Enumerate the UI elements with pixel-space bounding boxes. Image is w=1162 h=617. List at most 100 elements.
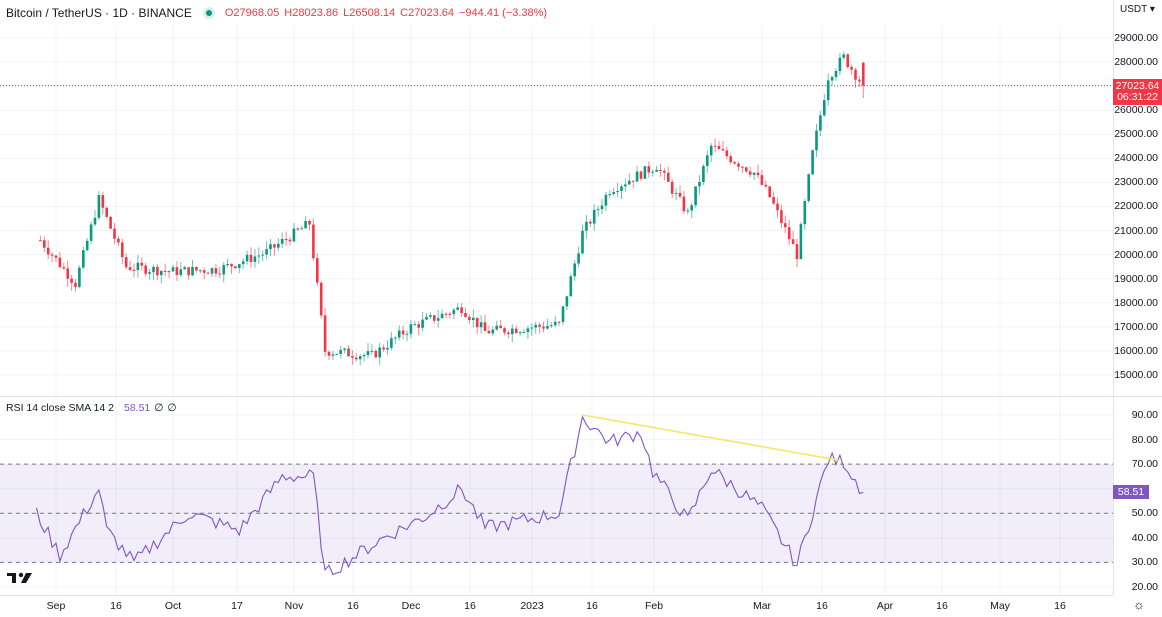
candle-body bbox=[128, 267, 132, 270]
candle-body bbox=[522, 332, 526, 334]
candle-body bbox=[101, 195, 105, 208]
candle-body bbox=[460, 307, 463, 313]
high-value: 28023.86 bbox=[292, 7, 339, 19]
candle-body bbox=[448, 313, 452, 315]
candle-body bbox=[97, 195, 101, 218]
candle-body bbox=[339, 349, 342, 354]
time-tick: Sep bbox=[46, 600, 66, 612]
candle-body bbox=[199, 270, 202, 272]
low-value: 26508.14 bbox=[349, 7, 396, 19]
candle-body bbox=[815, 130, 818, 151]
candle-body bbox=[85, 240, 89, 251]
price-tick: 22000.00 bbox=[1114, 200, 1158, 213]
candle-body bbox=[659, 169, 662, 171]
candle-body bbox=[600, 205, 604, 210]
candle-body bbox=[507, 332, 510, 335]
price-tick: 24000.00 bbox=[1114, 152, 1158, 165]
candle-body bbox=[300, 228, 303, 230]
rsi-sma-value: ∅ bbox=[154, 402, 164, 414]
candle-body bbox=[787, 227, 791, 240]
candle-body bbox=[748, 171, 752, 175]
candle-body bbox=[335, 353, 339, 355]
candle-body bbox=[686, 210, 690, 212]
candle-body bbox=[117, 238, 120, 243]
candle-body bbox=[265, 249, 268, 255]
candle-body bbox=[331, 354, 335, 356]
candle-body bbox=[737, 163, 740, 167]
rsi-line bbox=[35, 415, 864, 576]
candle-body bbox=[312, 224, 315, 259]
candle-body bbox=[713, 145, 717, 147]
candle-body bbox=[113, 228, 116, 239]
gear-icon[interactable]: ☼ bbox=[1133, 597, 1145, 612]
candle-body bbox=[694, 186, 697, 206]
candle-body bbox=[768, 186, 771, 198]
candle-body bbox=[538, 324, 541, 327]
candle-body bbox=[784, 223, 787, 228]
price-tick: 29000.00 bbox=[1114, 32, 1158, 44]
candle-body bbox=[780, 210, 783, 224]
candle-body bbox=[655, 169, 658, 172]
candle-body bbox=[589, 221, 592, 224]
candle-body bbox=[608, 194, 612, 196]
rsi-legend[interactable]: RSI 14 close SMA 14 2 58.51 ∅ ∅ bbox=[6, 402, 177, 414]
candle-body bbox=[413, 324, 417, 326]
currency-selector[interactable]: USDT ▾ bbox=[1120, 4, 1155, 15]
candle-body bbox=[62, 267, 66, 269]
candle-body bbox=[826, 80, 830, 101]
candle-body bbox=[171, 267, 175, 272]
candle-body bbox=[682, 196, 686, 212]
candle-body bbox=[78, 267, 81, 287]
candle-body bbox=[803, 200, 807, 225]
candle-body bbox=[257, 255, 261, 257]
candle-body bbox=[370, 350, 374, 352]
candle-body bbox=[405, 333, 409, 335]
candle-body bbox=[830, 77, 834, 81]
candle-body bbox=[269, 244, 272, 250]
candle-body bbox=[729, 156, 732, 163]
symbol-title[interactable]: Bitcoin / TetherUS · 1D · BINANCE bbox=[6, 6, 192, 20]
time-tick: Nov bbox=[284, 600, 304, 612]
candle-body bbox=[58, 257, 62, 268]
pane-divider[interactable] bbox=[0, 396, 1162, 397]
candle-body bbox=[226, 263, 229, 266]
rsi-value-badge: 58.51 bbox=[1113, 485, 1149, 499]
bar-countdown: 06:31:22 bbox=[1117, 91, 1158, 103]
time-tick: Mar bbox=[752, 600, 772, 612]
price-tick: 17000.00 bbox=[1114, 320, 1158, 333]
market-status-icon bbox=[202, 7, 215, 19]
last-price-label: 27023.64 06:31:22 bbox=[1113, 79, 1162, 105]
candle-body bbox=[152, 266, 155, 273]
candle-body bbox=[550, 325, 553, 327]
rsi-trendline bbox=[582, 414, 841, 462]
tradingview-logo-icon[interactable] bbox=[7, 571, 35, 589]
rsi-tick: 40.00 bbox=[1131, 531, 1158, 544]
candle-body bbox=[631, 180, 635, 182]
candle-body bbox=[440, 313, 444, 319]
candle-body bbox=[82, 250, 85, 268]
time-tick: 16 bbox=[110, 600, 122, 612]
candle-body bbox=[70, 278, 73, 283]
candle-body bbox=[647, 166, 651, 173]
candle-body bbox=[148, 272, 151, 274]
candle-body bbox=[616, 191, 619, 193]
candle-body bbox=[709, 145, 713, 156]
candle-body bbox=[495, 325, 498, 330]
candle-body bbox=[238, 264, 241, 268]
chart-plot-area[interactable] bbox=[0, 0, 1113, 595]
candle-body bbox=[218, 273, 222, 275]
last-price-value: 27023.64 bbox=[1115, 80, 1160, 92]
candle-body bbox=[799, 224, 803, 260]
candle-body bbox=[206, 272, 210, 274]
candle-body bbox=[491, 329, 495, 334]
time-tick: 16 bbox=[464, 600, 476, 612]
price-axis[interactable]: 29000.00 28000.00 26000.00 25000.00 24000.00… bbox=[1113, 0, 1162, 595]
candle-body bbox=[74, 282, 77, 287]
time-tick: Oct bbox=[164, 600, 182, 612]
rsi-tick: 80.00 bbox=[1131, 433, 1158, 446]
candle-body bbox=[93, 217, 97, 225]
time-axis[interactable]: Sep 16 Oct 17 Nov 16 Dec 16 2023 16 Feb Mar 16 Apr 16 M… bbox=[0, 595, 1113, 617]
candle-body bbox=[557, 321, 561, 323]
candle-body bbox=[343, 348, 346, 350]
